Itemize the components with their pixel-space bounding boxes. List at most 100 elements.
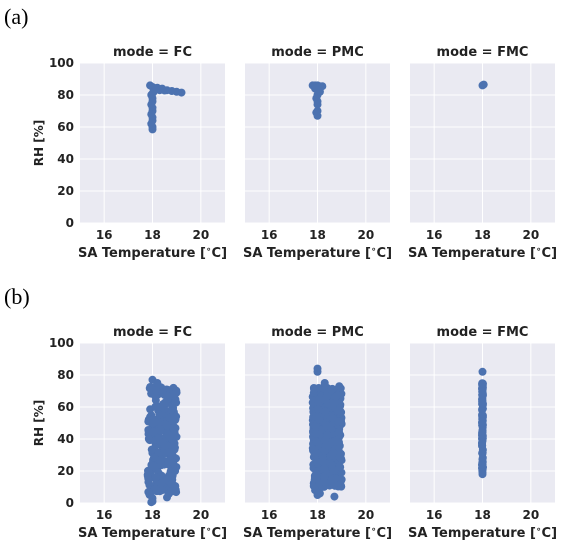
data-point xyxy=(157,479,166,488)
data-point xyxy=(336,454,345,463)
subplot-title: mode = FMC xyxy=(437,325,529,340)
data-point xyxy=(165,413,174,422)
data-point xyxy=(151,473,160,482)
y-tick-label: 20 xyxy=(57,184,74,198)
x-tick-label: 20 xyxy=(192,228,209,242)
plots: mode = FC 16 18 20 0 20 40 60 80 100 SA Temperatur… xyxy=(32,45,557,541)
data-point xyxy=(169,423,178,432)
x-axis-label: SA Temperature [∘C] xyxy=(408,525,557,541)
data-point xyxy=(151,402,160,411)
x-axis-label: SA Temperature [∘C] xyxy=(78,525,227,541)
data-point xyxy=(153,379,162,387)
data-point xyxy=(323,441,332,450)
x-tick-label: 16 xyxy=(426,508,443,522)
y-tick-label: 0 xyxy=(66,216,74,230)
subplot-b-3: mode = FMC 16 18 20 SA Temperature [∘C] xyxy=(408,325,557,541)
x-tick-label: 16 xyxy=(261,508,278,522)
data-point xyxy=(320,379,329,387)
data-point xyxy=(152,386,161,395)
data-point xyxy=(328,414,337,423)
data-point xyxy=(478,428,487,437)
data-point xyxy=(311,486,320,495)
data-point xyxy=(166,448,175,457)
data-point xyxy=(321,407,330,416)
data-point xyxy=(478,379,487,388)
x-tick-label: 18 xyxy=(144,228,161,242)
x-tick-label: 18 xyxy=(474,508,491,522)
data-point xyxy=(144,488,153,497)
x-axis-label: SA Temperature [∘C] xyxy=(243,525,392,541)
data-point xyxy=(312,474,321,483)
subplot-title: mode = FC xyxy=(113,45,192,60)
data-point xyxy=(158,486,167,495)
x-tick-label: 20 xyxy=(357,508,374,522)
data-point xyxy=(145,436,154,445)
data-point xyxy=(322,421,331,430)
x-axis-label: SA Temperature [∘C] xyxy=(408,245,557,261)
data-point xyxy=(177,88,186,97)
data-point xyxy=(331,392,340,401)
data-point xyxy=(479,80,488,89)
data-point xyxy=(478,416,487,425)
data-point xyxy=(328,401,337,410)
subplot-title: mode = FMC xyxy=(437,45,529,60)
data-point xyxy=(144,466,153,475)
x-axis-label: SA Temperature [∘C] xyxy=(78,245,227,261)
data-point xyxy=(330,492,339,501)
x-tick-label: 20 xyxy=(357,228,374,242)
data-point xyxy=(311,422,320,431)
data-point xyxy=(149,427,158,436)
data-point xyxy=(478,367,487,376)
data-point xyxy=(171,397,180,406)
subplot-title: mode = PMC xyxy=(271,325,364,340)
data-point xyxy=(313,111,322,120)
data-point xyxy=(312,449,321,458)
data-point xyxy=(162,391,171,400)
data-point xyxy=(167,479,176,488)
data-point xyxy=(160,441,169,450)
data-point xyxy=(327,475,336,484)
x-tick-label: 16 xyxy=(261,228,278,242)
data-point xyxy=(149,418,158,427)
data-point xyxy=(313,405,322,414)
data-point xyxy=(478,468,487,477)
y-tick-label: 60 xyxy=(57,400,74,414)
y-tick-label: 100 xyxy=(49,336,74,350)
y-tick-label: 80 xyxy=(57,88,74,102)
x-tick-label: 18 xyxy=(309,228,326,242)
data-point xyxy=(312,429,321,438)
data-point xyxy=(144,478,153,487)
x-tick-label: 18 xyxy=(144,508,161,522)
subplot-title: mode = PMC xyxy=(271,45,364,60)
x-tick-label: 20 xyxy=(192,508,209,522)
data-point xyxy=(156,426,165,435)
x-axis-label: SA Temperature [∘C] xyxy=(243,245,392,261)
data-point xyxy=(322,392,331,401)
data-point xyxy=(478,399,487,408)
subplot-a-3: mode = FMC 16 18 20 SA Temperature [∘C] xyxy=(408,45,557,261)
data-point xyxy=(478,453,487,462)
data-point xyxy=(147,498,156,507)
data-point xyxy=(148,89,157,98)
data-point xyxy=(478,438,487,447)
data-point xyxy=(336,407,345,416)
x-tick-label: 18 xyxy=(474,228,491,242)
y-tick-label: 0 xyxy=(66,496,74,510)
data-point xyxy=(323,430,332,439)
x-tick-label: 16 xyxy=(426,228,443,242)
data-point xyxy=(170,390,179,399)
data-point xyxy=(164,458,173,467)
subplot-title: mode = FC xyxy=(113,325,192,340)
y-tick-label: 40 xyxy=(57,432,74,446)
data-point xyxy=(171,414,180,423)
data-point xyxy=(163,493,171,502)
data-point xyxy=(319,457,328,466)
data-point xyxy=(147,460,156,469)
x-tick-label: 18 xyxy=(309,508,326,522)
data-point xyxy=(171,467,180,476)
data-point xyxy=(160,448,169,457)
y-tick-label: 60 xyxy=(57,120,74,134)
x-tick-label: 16 xyxy=(96,228,113,242)
panel-label-b: (b) xyxy=(4,284,30,309)
